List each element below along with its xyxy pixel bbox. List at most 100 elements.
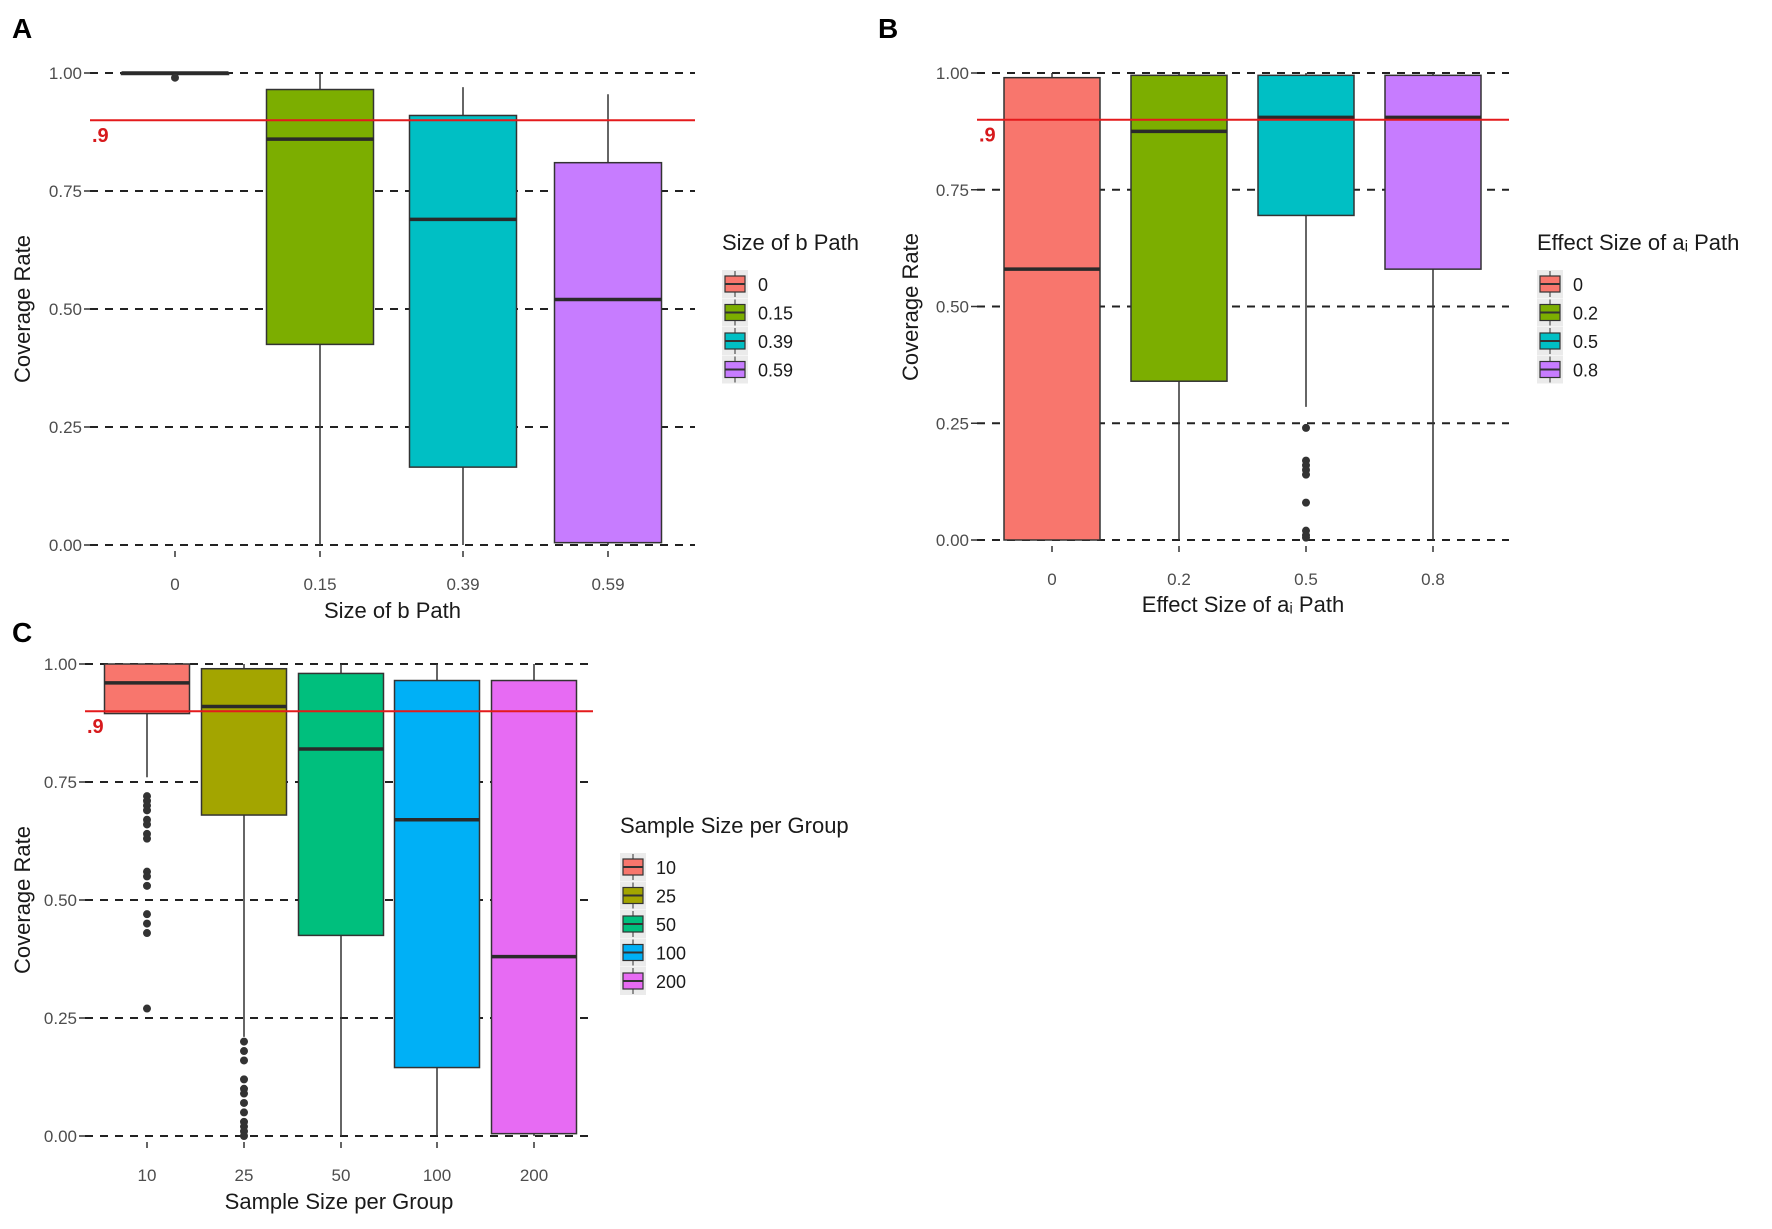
legend-label: 0.39 xyxy=(758,332,793,352)
y-tick-label: 0.75 xyxy=(936,181,969,200)
y-tick-label: 0.75 xyxy=(44,773,77,792)
box-0.15 xyxy=(265,73,375,545)
x-tick-label: 0 xyxy=(170,575,179,594)
outlier-point xyxy=(1302,423,1310,432)
y-tick-label: 0.00 xyxy=(936,531,969,550)
box-0.2 xyxy=(1130,73,1228,540)
legend: Sample Size per Group 10 25 50 100 200 xyxy=(620,813,849,995)
box-0.59 xyxy=(553,94,663,545)
x-axis-title: Size of b Path xyxy=(324,598,461,623)
legend-label: 25 xyxy=(656,887,676,907)
panel-c: C 0.00 0.25 0.50 0.75 1.00 10 25 50 100 200 .9 Sampl… xyxy=(10,617,849,1214)
y-tick-label: 0.00 xyxy=(49,536,82,555)
x-tick-label: 0.15 xyxy=(303,575,336,594)
legend-item: 0.8 xyxy=(1537,355,1598,384)
box-body xyxy=(1130,74,1228,382)
outlier-point xyxy=(143,1004,151,1013)
outlier-point xyxy=(143,881,151,890)
y-tick-label: 0.25 xyxy=(44,1009,77,1028)
outlier-point xyxy=(240,1089,248,1098)
x-tick-label: 10 xyxy=(138,1166,157,1185)
outlier-point xyxy=(240,1075,248,1084)
outlier-point xyxy=(240,1108,248,1117)
legend-label: 0.2 xyxy=(1573,304,1598,324)
x-tick-label: 0.2 xyxy=(1167,570,1191,589)
outlier-point xyxy=(240,1098,248,1107)
reference-line-label: .9 xyxy=(87,716,104,738)
outlier-point xyxy=(240,1132,248,1140)
box-0 xyxy=(120,71,230,82)
legend-item: 100 xyxy=(620,938,686,967)
outlier-point xyxy=(171,73,179,82)
legend-label: 0.8 xyxy=(1573,361,1598,381)
outlier-point xyxy=(240,1056,248,1065)
legend: Size of b Path 0 0.15 0.39 0.59 xyxy=(722,230,859,384)
legend-label: 100 xyxy=(656,944,686,964)
reference-line-label: .9 xyxy=(92,125,109,147)
legend-label: 0 xyxy=(758,275,768,295)
legend-label: 50 xyxy=(656,915,676,935)
outlier-point xyxy=(143,834,151,843)
legend-item: 25 xyxy=(620,881,676,910)
legend-label: 0.15 xyxy=(758,304,793,324)
x-tick-label: 0.5 xyxy=(1294,570,1318,589)
legend-item: 0.5 xyxy=(1537,327,1598,355)
legend-item: 0 xyxy=(1537,270,1583,298)
box-body xyxy=(1257,74,1355,217)
box-body xyxy=(490,679,578,1135)
box-200 xyxy=(490,664,578,1136)
legend-item: 10 xyxy=(620,853,676,881)
legend-title: Sample Size per Group xyxy=(620,813,849,838)
box-body xyxy=(200,667,288,816)
box-0 xyxy=(1003,73,1101,541)
legend-item: 0.15 xyxy=(722,298,793,327)
y-tick-label: 1.00 xyxy=(44,655,77,674)
box-body xyxy=(393,679,481,1069)
panel-label: B xyxy=(878,13,898,44)
legend-label: 200 xyxy=(656,972,686,992)
outlier-point xyxy=(1302,498,1310,507)
box-body xyxy=(553,161,663,544)
outlier-point xyxy=(143,806,151,815)
x-tick-label: 50 xyxy=(332,1166,351,1185)
box-body xyxy=(1003,76,1101,541)
legend-label: 10 xyxy=(656,858,676,878)
y-tick-label: 1.00 xyxy=(936,64,969,83)
legend-item: 200 xyxy=(620,967,686,995)
x-axis-title: Effect Size of aᵢ Path xyxy=(1142,592,1344,617)
box-10 xyxy=(103,663,191,1013)
legend-item: 0 xyxy=(722,270,768,298)
panel-label: A xyxy=(12,13,32,44)
box-0.39 xyxy=(408,87,518,545)
y-tick-label: 0.00 xyxy=(44,1127,77,1146)
y-tick-label: 0.50 xyxy=(49,300,82,319)
box-body xyxy=(408,114,518,468)
outlier-point xyxy=(1302,533,1310,542)
legend: Effect Size of aᵢ Path 0 0.2 0.5 0.8 xyxy=(1537,230,1739,384)
box-0.8 xyxy=(1384,73,1482,540)
legend-item: 0.59 xyxy=(722,355,793,384)
y-tick-label: 0.25 xyxy=(936,414,969,433)
legend-label: 0 xyxy=(1573,275,1583,295)
y-axis-title: Coverage Rate xyxy=(10,826,35,974)
y-tick-label: 0.75 xyxy=(49,182,82,201)
panel-label: C xyxy=(12,617,32,648)
x-tick-label: 200 xyxy=(520,1166,548,1185)
x-tick-label: 100 xyxy=(423,1166,451,1185)
x-tick-label: 0 xyxy=(1047,570,1056,589)
outlier-point xyxy=(240,1047,248,1056)
legend-title: Size of b Path xyxy=(722,230,859,255)
outlier-point xyxy=(143,919,151,928)
x-tick-label: 25 xyxy=(235,1166,254,1185)
outlier-point xyxy=(143,910,151,919)
y-tick-label: 0.50 xyxy=(44,891,77,910)
box-100 xyxy=(393,664,481,1136)
outlier-point xyxy=(240,1037,248,1046)
x-tick-label: 0.59 xyxy=(591,575,624,594)
x-tick-label: 0.39 xyxy=(446,575,479,594)
legend-item: 0.2 xyxy=(1537,298,1598,327)
legend-label: 0.5 xyxy=(1573,332,1598,352)
box-0.5 xyxy=(1257,73,1355,542)
reference-line-label: .9 xyxy=(979,125,996,147)
